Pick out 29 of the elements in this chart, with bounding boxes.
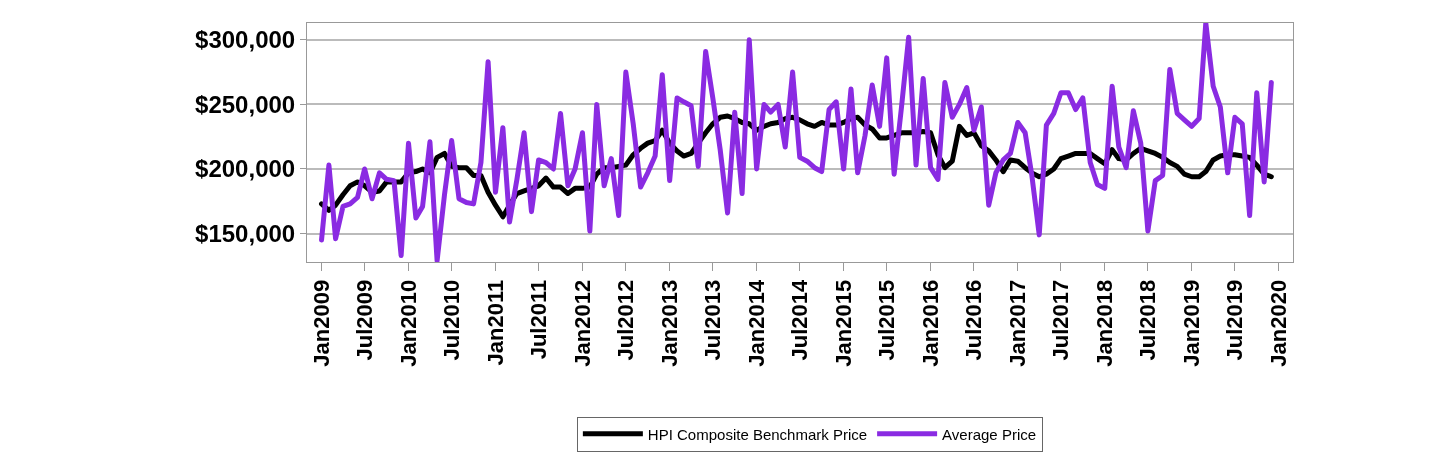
x-tick-label: Jan2018: [1091, 279, 1117, 367]
legend-label: HPI Composite Benchmark Price: [647, 425, 868, 443]
x-tick-label: Jul2014: [786, 279, 812, 361]
x-tick-label: Jul2010: [438, 279, 464, 361]
y-tick-label: $150,000: [195, 219, 296, 247]
x-tick-label: Jan2010: [395, 279, 421, 367]
x-tick-label: Jan2012: [569, 279, 595, 367]
legend-label: Average Price: [942, 425, 1037, 443]
x-tick-label: Jan2014: [743, 279, 769, 367]
x-tick-label: Jul2019: [1222, 279, 1248, 361]
x-tick-label: Jan2017: [1004, 279, 1030, 367]
x-tick-label: Jan2016: [917, 279, 943, 367]
x-tick-label: Jul2013: [699, 279, 725, 361]
x-tick-label: Jul2018: [1135, 279, 1161, 361]
x-tick-label: Jul2012: [612, 279, 638, 361]
x-tick-label: Jan2011: [482, 279, 508, 366]
x-tick-label: Jan2009: [308, 279, 334, 367]
x-tick-label: Jul2017: [1048, 279, 1074, 361]
x-tick-label: Jul2015: [873, 279, 899, 361]
x-tick-label: Jan2020: [1265, 279, 1291, 367]
x-tick-label: Jul2011: [525, 279, 551, 360]
y-tick-label: $250,000: [195, 90, 296, 118]
x-tick-label: Jul2016: [961, 279, 987, 361]
y-tick-label: $200,000: [195, 155, 296, 183]
x-tick-label: Jan2015: [830, 279, 856, 367]
x-tick-label: Jan2013: [656, 279, 682, 367]
y-tick-label: $300,000: [195, 26, 296, 54]
x-tick-label: Jan2019: [1178, 279, 1204, 367]
x-tick-label: Jul2009: [351, 279, 377, 361]
